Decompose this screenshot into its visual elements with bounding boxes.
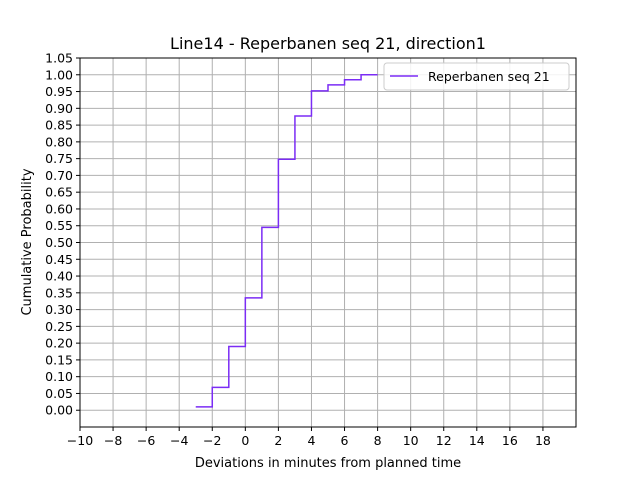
x-tick-label: 6 [341,433,349,448]
series-layer [195,74,378,408]
y-tick-label: 0.05 [45,386,73,401]
legend: Reperbanen seq 21 [383,62,570,91]
y-tick-label: 0.55 [45,218,73,233]
y-tick-label: 0.00 [45,403,73,418]
y-tick-label: 0.25 [45,319,73,334]
y-tick-label: 0.60 [45,201,73,216]
y-tick-label: 0.35 [45,285,73,300]
legend-label: Reperbanen seq 21 [428,69,550,84]
y-tick-label: 0.90 [45,101,73,116]
series-step-line [195,74,378,408]
x-axis-label: Deviations in minutes from planned time [195,456,461,471]
x-tick-label: −6 [137,433,155,448]
y-tick-label: 1.00 [45,67,73,82]
y-tick-label: 0.50 [45,235,73,250]
x-tick-label: 10 [403,433,419,448]
y-tick-label: 0.75 [45,151,73,166]
x-tick-label: −8 [104,433,122,448]
x-tick-label: −10 [67,433,93,448]
y-tick-label: 0.65 [45,185,73,200]
y-tick-label: 0.85 [45,118,73,133]
y-tick-label: 1.05 [45,51,73,66]
y-tick-label: 0.95 [45,84,73,99]
y-tick-label: 0.15 [45,352,73,367]
x-tick-label: −4 [170,433,188,448]
y-tick-label: 0.20 [45,336,73,351]
y-tick-label: 0.80 [45,134,73,149]
x-tick-label: 14 [469,433,485,448]
chart-title: Line14 - Reperbanen seq 21, direction1 [170,34,486,53]
y-tick-label: 0.10 [45,369,73,384]
x-tick-label: 2 [274,433,282,448]
y-tick-label: 0.45 [45,252,73,267]
x-tick-label: −2 [203,433,221,448]
x-tick-label: 12 [436,433,452,448]
legend-box [383,62,570,91]
x-axis-ticks: −10 −8 −6 −4 −2 0 2 4 6 8 10 12 14 16 18 [67,427,551,448]
y-axis-ticks: 0.00 0.05 0.10 0.150.20 0.25 0.30 0.350.40 0.45… [45,51,80,418]
y-tick-label: 0.30 [45,302,73,317]
y-tick-label: 0.70 [45,168,73,183]
x-tick-label: 4 [307,433,315,448]
x-tick-label: 8 [374,433,382,448]
x-tick-label: 18 [535,433,551,448]
x-tick-label: 0 [241,433,249,448]
y-tick-label: 0.40 [45,269,73,284]
y-axis-label: Cumulative Probability [20,168,35,315]
x-tick-label: 16 [502,433,518,448]
